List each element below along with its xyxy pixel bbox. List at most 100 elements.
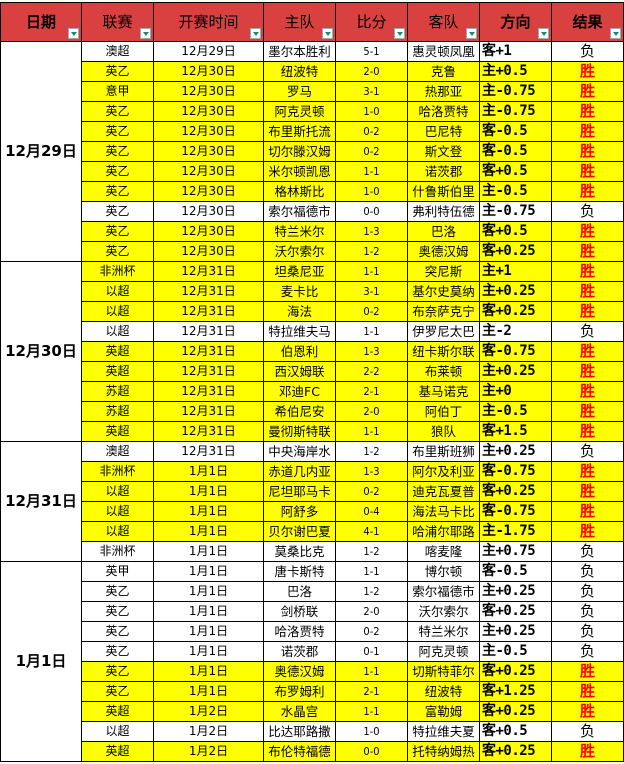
home-team-cell[interactable]: 索尔福德市 xyxy=(263,201,336,222)
date-group-cell[interactable]: 12月29日 xyxy=(0,41,82,262)
home-team-cell[interactable]: 水晶宫 xyxy=(263,701,336,722)
home-team-cell[interactable]: 西汉姆联 xyxy=(263,361,336,382)
direction-cell[interactable]: 客+0.25 xyxy=(479,241,552,262)
home-team-cell[interactable]: 墨尔本胜利 xyxy=(263,41,336,62)
score-cell[interactable]: 0-2 xyxy=(335,121,408,142)
home-team-cell[interactable]: 麦卡比 xyxy=(263,281,336,302)
direction-cell[interactable]: 主-0.75 xyxy=(479,101,552,122)
home-team-cell[interactable]: 哈洛贾特 xyxy=(263,621,336,642)
home-team-cell[interactable]: 曼彻斯特联 xyxy=(263,421,336,442)
away-team-cell[interactable]: 切斯特菲尔 xyxy=(407,661,480,682)
league-cell[interactable]: 以超 xyxy=(81,301,154,322)
time-cell[interactable]: 1月1日 xyxy=(153,681,264,702)
result-cell[interactable]: 胜 xyxy=(551,521,624,542)
time-cell[interactable]: 1月1日 xyxy=(153,581,264,602)
league-cell[interactable]: 英超 xyxy=(81,361,154,382)
league-cell[interactable]: 英超 xyxy=(81,421,154,442)
league-cell[interactable]: 非洲杯 xyxy=(81,541,154,562)
score-cell[interactable]: 2-0 xyxy=(335,61,408,82)
league-cell[interactable]: 以超 xyxy=(81,321,154,342)
direction-cell[interactable]: 客-0.75 xyxy=(479,461,552,482)
away-team-cell[interactable]: 特兰米尔 xyxy=(407,621,480,642)
away-team-cell[interactable]: 喀麦隆 xyxy=(407,541,480,562)
league-cell[interactable]: 以超 xyxy=(81,521,154,542)
result-cell[interactable]: 胜 xyxy=(551,681,624,702)
time-cell[interactable]: 1月1日 xyxy=(153,461,264,482)
result-cell[interactable]: 胜 xyxy=(551,281,624,302)
away-team-cell[interactable]: 奥德汉姆 xyxy=(407,241,480,262)
direction-cell[interactable]: 客+0.5 xyxy=(479,721,552,742)
direction-cell[interactable]: 主+0.25 xyxy=(479,361,552,382)
home-team-cell[interactable]: 布罗姆利 xyxy=(263,681,336,702)
time-cell[interactable]: 12月30日 xyxy=(153,141,264,162)
result-cell[interactable]: 负 xyxy=(551,721,624,742)
away-team-cell[interactable]: 托特纳姆热 xyxy=(407,741,480,762)
score-cell[interactable]: 1-1 xyxy=(335,561,408,582)
league-cell[interactable]: 英乙 xyxy=(81,101,154,122)
away-team-cell[interactable]: 巴尼特 xyxy=(407,121,480,142)
time-cell[interactable]: 1月1日 xyxy=(153,621,264,642)
score-cell[interactable]: 0-2 xyxy=(335,481,408,502)
filter-dropdown-icon[interactable] xyxy=(394,28,405,39)
score-cell[interactable]: 0-2 xyxy=(335,301,408,322)
league-cell[interactable]: 英乙 xyxy=(81,221,154,242)
direction-cell[interactable]: 主-0.5 xyxy=(479,401,552,422)
score-cell[interactable]: 1-1 xyxy=(335,661,408,682)
away-team-cell[interactable]: 布奈萨克宁 xyxy=(407,301,480,322)
score-cell[interactable]: 1-3 xyxy=(335,341,408,362)
away-team-cell[interactable]: 诺茨郡 xyxy=(407,161,480,182)
score-cell[interactable]: 1-2 xyxy=(335,441,408,462)
score-cell[interactable]: 0-4 xyxy=(335,501,408,522)
result-cell[interactable]: 胜 xyxy=(551,241,624,262)
away-team-cell[interactable]: 博尔顿 xyxy=(407,561,480,582)
away-team-cell[interactable]: 巴洛 xyxy=(407,221,480,242)
time-cell[interactable]: 12月30日 xyxy=(153,61,264,82)
league-cell[interactable]: 英超 xyxy=(81,341,154,362)
away-team-cell[interactable]: 伊罗尼太巴 xyxy=(407,321,480,342)
time-cell[interactable]: 12月31日 xyxy=(153,401,264,422)
away-team-cell[interactable]: 阿伯丁 xyxy=(407,401,480,422)
direction-cell[interactable]: 主-2 xyxy=(479,321,552,342)
score-cell[interactable]: 0-2 xyxy=(335,621,408,642)
league-cell[interactable]: 英超 xyxy=(81,741,154,762)
result-cell[interactable]: 胜 xyxy=(551,81,624,102)
league-cell[interactable]: 苏超 xyxy=(81,401,154,422)
away-team-cell[interactable]: 什鲁斯伯里 xyxy=(407,181,480,202)
away-team-cell[interactable]: 突尼斯 xyxy=(407,261,480,282)
result-cell[interactable]: 胜 xyxy=(551,701,624,722)
league-cell[interactable]: 英乙 xyxy=(81,241,154,262)
time-cell[interactable]: 12月31日 xyxy=(153,261,264,282)
home-team-cell[interactable]: 赤道几内亚 xyxy=(263,461,336,482)
away-team-cell[interactable]: 哈浦尔耶路 xyxy=(407,521,480,542)
filter-dropdown-icon[interactable] xyxy=(250,28,261,39)
filter-dropdown-icon[interactable] xyxy=(538,28,549,39)
direction-cell[interactable]: 主-0.75 xyxy=(479,81,552,102)
result-cell[interactable]: 胜 xyxy=(551,661,624,682)
date-group-cell[interactable]: 12月30日 xyxy=(0,261,82,442)
home-team-cell[interactable]: 坦桑尼亚 xyxy=(263,261,336,282)
time-cell[interactable]: 12月31日 xyxy=(153,361,264,382)
time-cell[interactable]: 12月31日 xyxy=(153,441,264,462)
filter-dropdown-icon[interactable] xyxy=(140,28,151,39)
score-cell[interactable]: 1-2 xyxy=(335,541,408,562)
home-team-cell[interactable]: 布伦特福德 xyxy=(263,741,336,762)
result-cell[interactable]: 负 xyxy=(551,321,624,342)
home-team-cell[interactable]: 唐卡斯特 xyxy=(263,561,336,582)
direction-cell[interactable]: 主-0.5 xyxy=(479,641,552,662)
direction-cell[interactable]: 主+0.5 xyxy=(479,61,552,82)
time-cell[interactable]: 12月30日 xyxy=(153,121,264,142)
result-cell[interactable]: 胜 xyxy=(551,741,624,762)
time-cell[interactable]: 1月1日 xyxy=(153,561,264,582)
score-cell[interactable]: 2-0 xyxy=(335,601,408,622)
score-cell[interactable]: 5-1 xyxy=(335,41,408,62)
time-cell[interactable]: 12月31日 xyxy=(153,301,264,322)
time-cell[interactable]: 12月31日 xyxy=(153,341,264,362)
direction-cell[interactable]: 客-0.75 xyxy=(479,501,552,522)
time-cell[interactable]: 12月30日 xyxy=(153,161,264,182)
home-team-cell[interactable]: 比达耶路撒 xyxy=(263,721,336,742)
away-team-cell[interactable]: 阿克灵顿 xyxy=(407,641,480,662)
away-team-cell[interactable]: 狼队 xyxy=(407,421,480,442)
league-cell[interactable]: 以超 xyxy=(81,281,154,302)
league-cell[interactable]: 英甲 xyxy=(81,561,154,582)
result-cell[interactable]: 胜 xyxy=(551,421,624,442)
